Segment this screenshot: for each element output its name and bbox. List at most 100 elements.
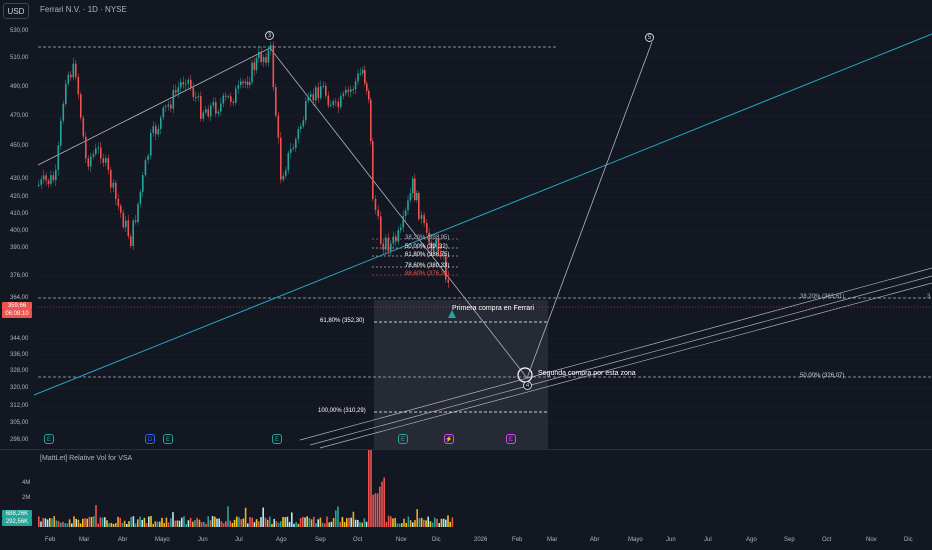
candle-body bbox=[407, 200, 409, 211]
event-marker[interactable]: E bbox=[272, 434, 282, 444]
volume-bar bbox=[401, 523, 403, 527]
volume-bar bbox=[308, 518, 311, 527]
volume-indicator-title[interactable]: [MattLet] Relative Vol for VSA bbox=[40, 455, 133, 462]
wave-4-label: 4 bbox=[523, 381, 532, 390]
candle-body bbox=[215, 102, 217, 114]
volume-bar bbox=[396, 523, 399, 527]
candle-body bbox=[251, 62, 253, 83]
volume-bar bbox=[299, 517, 302, 527]
volume-bar bbox=[244, 507, 247, 527]
candle-body bbox=[325, 85, 327, 96]
wave-5-label: 5 bbox=[645, 33, 654, 42]
volume-bar bbox=[370, 449, 372, 527]
event-marker[interactable]: ⚡ bbox=[444, 434, 454, 444]
volume-bar bbox=[275, 521, 278, 527]
volume-bar bbox=[326, 516, 328, 527]
volume-bar bbox=[90, 517, 93, 527]
volume-bar bbox=[284, 517, 286, 527]
candle-body bbox=[162, 107, 165, 118]
candle-body bbox=[430, 242, 433, 251]
channel-line-top bbox=[37, 47, 271, 166]
candle-body bbox=[217, 111, 220, 114]
volume-bar bbox=[332, 518, 335, 527]
volume-bar bbox=[341, 516, 344, 527]
volume-bar bbox=[409, 520, 412, 527]
candle-body bbox=[366, 83, 368, 91]
candle-body bbox=[267, 50, 270, 63]
volume-bar bbox=[97, 523, 99, 527]
fib-382-right-cut: 3 bbox=[927, 294, 931, 300]
candle-body bbox=[117, 198, 120, 206]
volume-bar bbox=[425, 520, 427, 527]
volume-bar bbox=[62, 521, 64, 527]
candle-body bbox=[285, 170, 287, 176]
volume-bar bbox=[352, 511, 355, 527]
candle-body bbox=[57, 145, 60, 170]
volume-bar bbox=[339, 522, 341, 527]
event-marker[interactable]: E bbox=[44, 434, 54, 444]
volume-bar bbox=[123, 520, 126, 527]
event-marker[interactable]: E bbox=[163, 434, 173, 444]
candle-body bbox=[362, 69, 364, 74]
volume-bar bbox=[82, 518, 84, 527]
volume-bars bbox=[38, 449, 454, 527]
candle-body bbox=[423, 215, 425, 224]
event-marker[interactable]: D bbox=[145, 434, 155, 444]
time-axis-label: Ago bbox=[276, 537, 287, 543]
candle-body bbox=[177, 87, 180, 93]
volume-bar bbox=[374, 493, 377, 527]
volume-bar bbox=[139, 516, 141, 527]
volume-bar bbox=[38, 516, 40, 527]
candle-body bbox=[97, 147, 100, 149]
volume-bar bbox=[205, 523, 207, 527]
small-fib-label: 50,00% (39 ,32) bbox=[405, 244, 448, 250]
candle-body bbox=[82, 117, 85, 137]
volume-bar bbox=[77, 519, 80, 527]
time-axis-label: Feb bbox=[512, 537, 523, 543]
candle-body bbox=[242, 81, 244, 84]
candle-body bbox=[397, 230, 400, 242]
volume-bar bbox=[84, 518, 86, 527]
volume-bar bbox=[405, 522, 407, 527]
time-axis-label: Mar bbox=[547, 537, 558, 543]
volume-bar bbox=[130, 517, 132, 527]
volume-bar bbox=[117, 516, 119, 527]
volume-bar bbox=[198, 519, 201, 527]
volume-bar bbox=[115, 523, 117, 527]
pane-divider[interactable] bbox=[0, 449, 932, 450]
candle-body bbox=[205, 109, 207, 113]
price-axis-label: 510,00 bbox=[10, 55, 29, 61]
candle-body bbox=[262, 57, 265, 63]
candle-body bbox=[190, 79, 192, 88]
candle-body bbox=[350, 89, 352, 92]
volume-bar bbox=[44, 518, 47, 527]
price-axis-label: 470,00 bbox=[10, 113, 29, 119]
time-axis-label: Oct bbox=[353, 537, 363, 543]
price-axis-label: 410,00 bbox=[10, 211, 29, 217]
fib-50-right-label: 50,00% (326,07) bbox=[800, 373, 845, 379]
volume-bar bbox=[348, 517, 350, 527]
volume-bar bbox=[436, 518, 438, 527]
currency-button[interactable]: USD bbox=[3, 3, 29, 19]
volume-bar bbox=[163, 522, 165, 527]
event-marker[interactable]: E bbox=[398, 434, 408, 444]
candle-body bbox=[50, 175, 52, 184]
volume-bar bbox=[258, 521, 260, 527]
candle-body bbox=[364, 69, 366, 84]
volume-bar bbox=[247, 523, 249, 527]
candle-body bbox=[377, 209, 379, 217]
volume-bar bbox=[372, 494, 374, 527]
candle-body bbox=[132, 220, 134, 246]
wave-up-line bbox=[526, 41, 653, 379]
volume-bar bbox=[161, 517, 163, 527]
volume-bar bbox=[266, 519, 269, 527]
event-marker[interactable]: E bbox=[506, 434, 516, 444]
volume-bar bbox=[187, 520, 190, 527]
volume-bar bbox=[321, 522, 324, 527]
volume-bar bbox=[365, 521, 368, 527]
lower-channel-3 bbox=[319, 282, 932, 449]
candle-body bbox=[112, 182, 115, 188]
candle-body bbox=[144, 160, 147, 176]
time-axis-label: Jun bbox=[666, 537, 676, 543]
